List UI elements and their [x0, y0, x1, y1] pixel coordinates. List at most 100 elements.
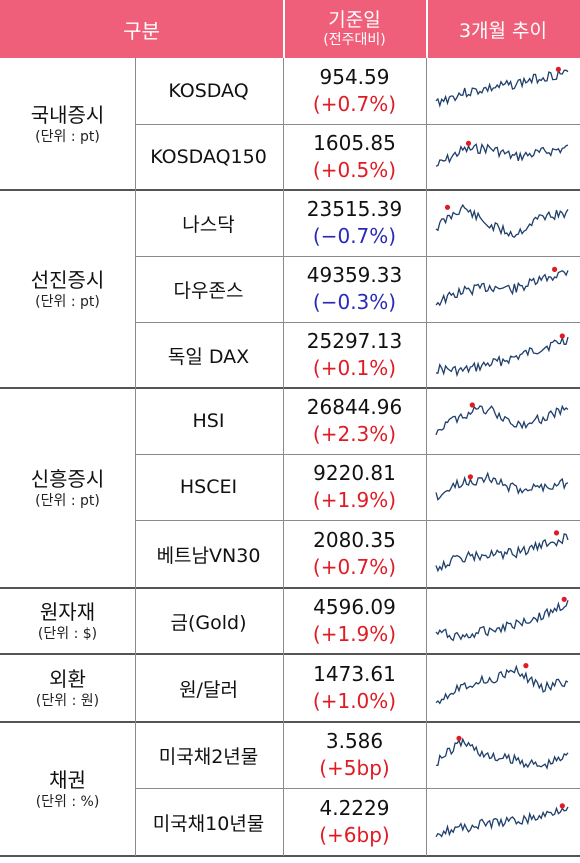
row-value-cell: 4596.09 (+1.9%): [283, 588, 426, 654]
row-value-cell: 25297.13 (+0.1%): [283, 322, 426, 388]
sparkline-path: [435, 203, 569, 239]
weekly-change: (+2.3%): [312, 422, 397, 446]
base-value: 4.2229: [319, 796, 390, 820]
group-divider: [0, 721, 580, 723]
sparkline-path: [435, 737, 569, 770]
base-value: 1605.85: [313, 131, 396, 155]
trend-sparkline: [432, 260, 572, 318]
category-cell: 신흥증시 (단위 : pt): [0, 388, 135, 588]
category-unit: (단위 : $): [37, 626, 98, 642]
sparkline-high-marker: [523, 663, 529, 669]
column-divider: [426, 58, 427, 856]
category-name: 선진증시: [30, 268, 105, 292]
sparkline-path: [435, 335, 569, 378]
base-value: 3.586: [325, 729, 384, 753]
category-name: 원자재: [39, 600, 96, 624]
row-value-cell: 1605.85 (+0.5%): [283, 124, 426, 190]
sparkline-path: [435, 69, 569, 108]
sparkline-high-marker: [561, 596, 567, 602]
sparkline-path: [435, 533, 569, 573]
sparkline-svg: [435, 596, 569, 642]
sparkline-high-marker: [456, 735, 462, 741]
row-name: 원/달러: [179, 678, 238, 701]
header-category: 구분: [123, 18, 160, 43]
base-value: 2080.35: [313, 528, 396, 552]
row-divider: [135, 454, 580, 455]
weekly-change: (+6bp): [319, 823, 390, 847]
header-divider: [426, 0, 428, 58]
base-value: 1473.61: [313, 662, 396, 686]
row-name: KOSDAQ: [168, 80, 249, 102]
base-value: 25297.13: [306, 329, 403, 353]
row-name: 나스닥: [182, 213, 235, 236]
sparkline-svg: [435, 140, 569, 167]
category-unit: (단위 : pt): [35, 294, 100, 310]
trend-sparkline: [432, 62, 572, 120]
trend-sparkline: [432, 726, 572, 784]
sparkline-high-marker: [555, 66, 561, 72]
trend-sparkline: [432, 392, 572, 450]
group-divider: [0, 587, 580, 589]
sparkline-high-marker: [553, 530, 560, 536]
group-divider: [0, 387, 580, 389]
group-divider: [0, 653, 580, 655]
column-divider: [283, 58, 284, 856]
row-name: 금(Gold): [170, 611, 247, 634]
category-name: 외환: [49, 667, 86, 691]
row-value-cell: 3.586 (+5bp): [283, 722, 426, 788]
row-value-cell: 4.2229 (+6bp): [283, 788, 426, 856]
weekly-change: (+0.7%): [312, 555, 397, 579]
sparkline-path: [435, 404, 569, 436]
header-weekly-change-label: (전주대비): [323, 32, 386, 48]
row-value-cell: 1473.61 (+1.0%): [283, 654, 426, 722]
sparkline-svg: [435, 402, 569, 436]
row-value-cell: 26844.96 (+2.3%): [283, 388, 426, 454]
row-value-cell: 2080.35 (+0.7%): [283, 520, 426, 588]
category-cell: 채권 (단위 : %): [0, 722, 135, 856]
category-cell: 원자재 (단위 : $): [0, 588, 135, 654]
row-name: 미국채10년물: [152, 812, 265, 835]
category-cell: 국내증시 (단위 : pt): [0, 58, 135, 190]
weekly-change: (+1.9%): [312, 488, 397, 512]
category-cell: 외환 (단위 : 원): [0, 654, 135, 722]
weekly-change: (+0.1%): [312, 356, 397, 380]
row-divider: [135, 788, 580, 789]
row-name: HSI: [192, 410, 225, 432]
group-divider: [0, 855, 580, 857]
column-divider: [135, 58, 136, 856]
sparkline-high-marker: [559, 333, 565, 339]
sparkline-high-marker: [465, 140, 472, 146]
weekly-change: (−0.7%): [312, 224, 397, 248]
weekly-change: (+0.5%): [312, 158, 397, 182]
sparkline-svg: [435, 266, 569, 307]
sparkline-svg: [435, 663, 569, 705]
row-divider: [135, 256, 580, 257]
row-value-cell: 954.59 (+0.7%): [283, 58, 426, 124]
base-value: 4596.09: [313, 595, 396, 619]
weekly-change: (+0.7%): [312, 92, 397, 116]
category-name: 신흥증시: [30, 467, 105, 491]
sparkline-svg: [435, 66, 569, 108]
sparkline-high-marker: [469, 402, 475, 408]
row-name: HSCEI: [179, 476, 238, 498]
category-unit: (단위 : pt): [35, 493, 100, 509]
trend-sparkline: [432, 128, 572, 186]
sparkline-svg: [435, 203, 569, 239]
row-divider: [135, 322, 580, 323]
row-name: 독일 DAX: [167, 345, 250, 368]
trend-sparkline: [432, 792, 572, 850]
row-divider: [135, 124, 580, 125]
header-base-date-label: 기준일: [328, 9, 381, 31]
row-name: 미국채2년물: [158, 745, 259, 768]
sparkline-svg: [435, 333, 569, 378]
category-name: 채권: [49, 768, 86, 792]
row-value-cell: 9220.81 (+1.9%): [283, 454, 426, 520]
base-value: 9220.81: [313, 461, 396, 485]
trend-sparkline: [432, 194, 572, 252]
trend-sparkline: [432, 658, 572, 716]
category-unit: (단위 : pt): [35, 129, 100, 145]
header-divider: [283, 0, 285, 58]
row-name: 다우존스: [173, 279, 244, 302]
group-divider: [0, 189, 580, 191]
row-name: KOSDAQ150: [150, 146, 267, 168]
